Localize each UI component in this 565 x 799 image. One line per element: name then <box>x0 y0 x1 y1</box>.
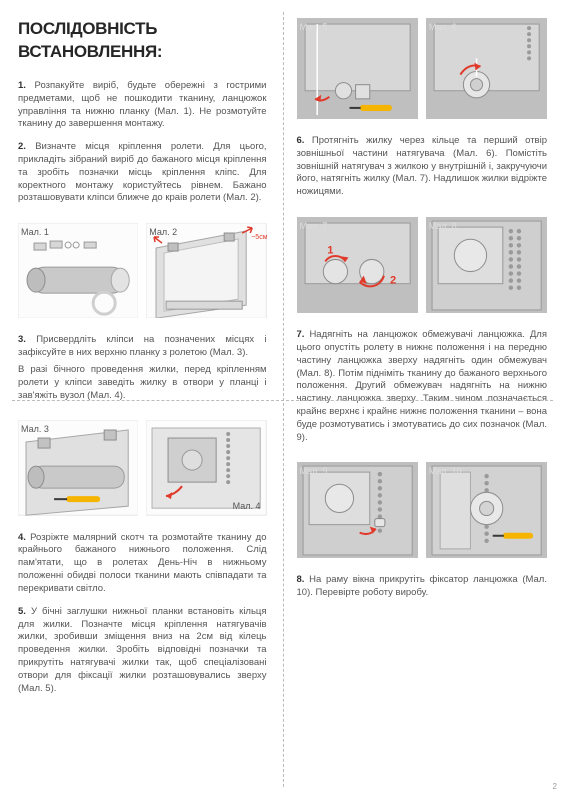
figure-6: Мал. 6 <box>426 18 547 119</box>
step-5-text: У бічні заглушки нижньої планки встанові… <box>18 606 267 694</box>
step-3-text: Присвердліть кліпси на позначених місцях… <box>18 334 267 358</box>
figure-7: Мал. 7 1 2 <box>297 217 418 313</box>
figrow-9-10: Мал. 9 Мал. 10 <box>297 462 548 558</box>
fig2-label: Мал. 2 <box>149 226 177 238</box>
center-divider-horizontal <box>12 400 553 401</box>
svg-text:2: 2 <box>389 275 395 287</box>
step-6-text: Протягніть жилку через кільце та перший … <box>297 135 548 197</box>
fig5-label: Мал. 5 <box>300 21 328 33</box>
step-4-text: Розріжте малярний скотч та розмотайте тк… <box>18 532 267 594</box>
fig8-label: Мал. 8 <box>429 220 457 232</box>
figure-3: Мал. 3 <box>18 420 138 515</box>
step-1: 1. Розпакуйте виріб, будьте обережні з г… <box>18 80 267 131</box>
figrow-3-4: Мал. 3 Мал. 4 <box>18 420 267 515</box>
figrow-5-6: Мал. 5 Мал. 6 <box>297 18 548 119</box>
figure-10: Мал. 10 <box>426 462 547 558</box>
figure-5: Мал. 5 <box>297 18 418 119</box>
step-8: 8. На раму вікна прикрутіть фіксатор лан… <box>297 574 548 600</box>
step-3: 3. Присвердліть кліпси на позначених міс… <box>18 334 267 360</box>
fig6-label: Мал. 6 <box>429 21 457 33</box>
fig1-label: Мал. 1 <box>21 226 49 238</box>
fig10-label: Мал. 10 <box>429 465 462 477</box>
page-number: 2 <box>553 782 557 793</box>
figure-2: Мал. 2 ~5см <box>146 223 266 318</box>
figure-4: Мал. 4 <box>146 420 266 515</box>
fig9-label: Мал. 9 <box>300 465 328 477</box>
step-6: 6. Протягніть жилку через кільце та перш… <box>297 135 548 199</box>
svg-text:1: 1 <box>327 244 333 256</box>
figure-1: Мал. 1 <box>18 223 138 318</box>
figrow-1-2: Мал. 1 Мал. 2 <box>18 223 267 318</box>
figure-9: Мал. 9 <box>297 462 418 558</box>
step-2-text: Визначте місця кріплення ролети. Для цьо… <box>18 141 267 203</box>
fig2-5cm-label: ~5см <box>251 234 266 241</box>
figrow-7-8: Мал. 7 1 2 Мал. 8 <box>297 217 548 313</box>
step-4: 4. Розріжте малярний скотч та розмотайте… <box>18 532 267 596</box>
step-7: 7. Надягніть на ланцюжок обмежувачі ланц… <box>297 329 548 444</box>
step-1-text: Розпакуйте виріб, будьте обережні з гост… <box>18 80 267 129</box>
fig7-label: Мал. 7 <box>300 220 328 232</box>
page-title: ПОСЛІДОВНІСТЬ ВСТАНОВЛЕННЯ: <box>18 18 267 64</box>
step-8-text: На раму вікна прикрутіть фіксатор ланцюж… <box>297 574 548 598</box>
step-2: 2. Визначте місця кріплення ролети. Для … <box>18 141 267 205</box>
fig3-label: Мал. 3 <box>21 423 49 435</box>
step-7-text: Надягніть на ланцюжок обмежувачі ланцюжк… <box>297 329 548 443</box>
step-3b: В разі бічного проведення жилки, перед к… <box>18 364 267 402</box>
step-5: 5. У бічні заглушки нижньої планки встан… <box>18 606 267 696</box>
fig4-label: Мал. 4 <box>233 500 261 512</box>
figure-8: Мал. 8 <box>426 217 547 313</box>
